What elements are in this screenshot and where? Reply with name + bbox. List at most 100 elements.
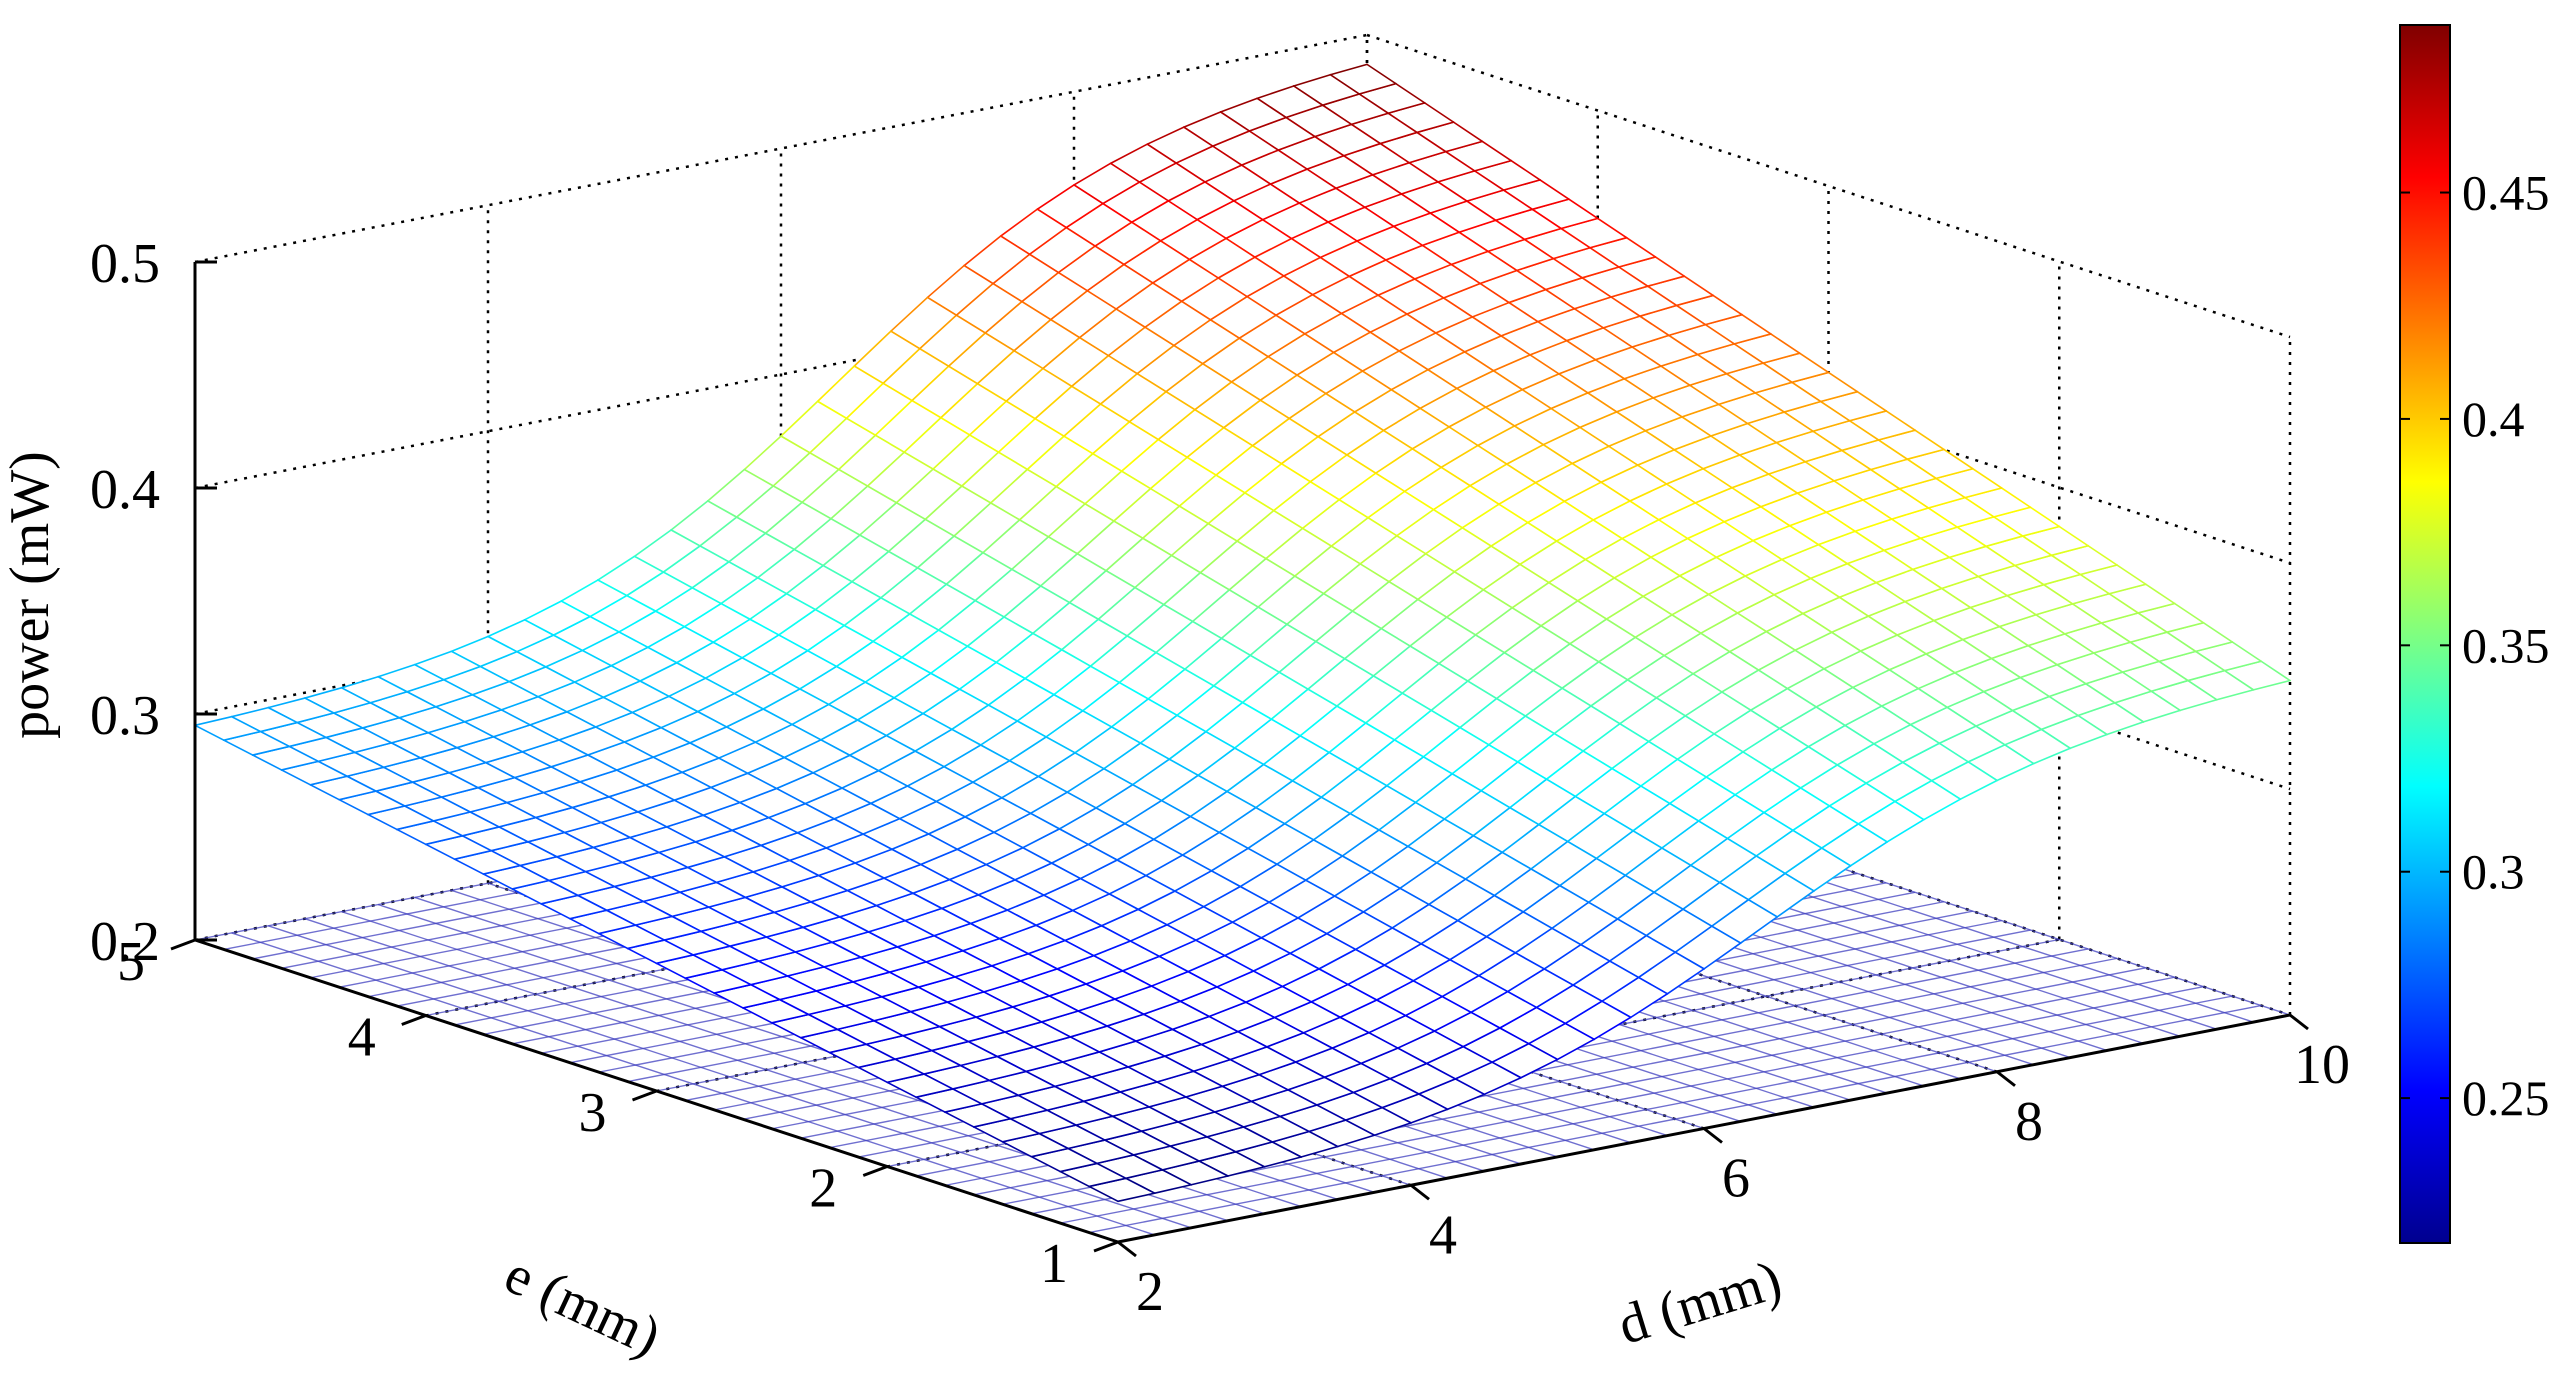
surface-mesh-line <box>1613 556 1652 579</box>
surface-mesh-line <box>1586 378 1626 394</box>
surface-mesh-line <box>696 710 728 728</box>
surface-mesh-line <box>1752 539 1783 561</box>
surface-face <box>1378 802 1445 847</box>
surface-face <box>1184 638 1251 686</box>
surface-mesh-line <box>1321 104 1353 126</box>
surface-face <box>634 530 700 573</box>
surface-mesh-line <box>780 435 811 454</box>
surface-mesh-line <box>598 924 637 935</box>
surface-mesh-line <box>2129 631 2168 644</box>
surface-mesh-line <box>1380 598 1419 630</box>
surface-face <box>972 760 1039 798</box>
surface-face <box>689 726 756 759</box>
surface-mesh-line <box>1280 435 1319 465</box>
surface-face <box>1428 879 1495 921</box>
surface-mesh-line <box>1836 743 1875 766</box>
surface-mesh-line <box>1200 1043 1231 1061</box>
surface-mesh-line <box>490 841 529 852</box>
surface-mesh-line <box>1967 744 2006 763</box>
surface-mesh-line <box>1103 1139 1135 1156</box>
surface-face <box>927 265 993 316</box>
surface-mesh-line <box>1388 552 1427 583</box>
surface-mesh-line <box>608 784 647 798</box>
surface-mesh <box>194 63 2291 1203</box>
surface-mesh-line <box>1520 1058 1559 1079</box>
surface-mesh-line <box>929 645 969 675</box>
surface-mesh-line <box>1275 293 1314 317</box>
surface-mesh-line <box>584 870 616 888</box>
surface-mesh-line <box>1568 198 1599 220</box>
surface-mesh-line <box>1055 452 1094 488</box>
surface-mesh-line <box>927 816 966 835</box>
surface-mesh-line <box>1268 879 1307 904</box>
surface-mesh-line <box>1511 581 1550 609</box>
surface-face <box>1187 427 1253 476</box>
surface-mesh-line <box>1807 724 1846 748</box>
surface-mesh-line <box>663 939 694 956</box>
surface-mesh-line <box>841 769 880 789</box>
surface-mesh-line <box>1971 467 2003 489</box>
surface-face <box>904 417 970 470</box>
surface-face <box>1392 904 1458 944</box>
surface-mesh-line <box>2158 650 2197 663</box>
surface-mesh-line <box>1227 1165 1266 1177</box>
surface-face <box>1603 316 1669 347</box>
surface-mesh-line <box>830 517 861 536</box>
surface-mesh-line <box>1199 540 1238 574</box>
surface-face <box>1119 652 1185 699</box>
surface-face <box>1323 563 1389 612</box>
surface-face <box>1269 880 1335 918</box>
surface-face <box>1509 779 1576 825</box>
surface-mesh-line <box>975 1006 1014 1018</box>
surface-mesh-line <box>1689 864 1721 884</box>
surface-mesh-line <box>1392 212 1431 228</box>
surface-mesh-line <box>809 889 849 903</box>
surface-mesh-line <box>717 757 749 775</box>
surface-face <box>1365 693 1432 740</box>
surface-mesh-line <box>1019 968 1058 982</box>
surface-mesh-line <box>519 855 558 867</box>
surface-mesh-line <box>880 567 919 599</box>
surface-mesh-line <box>565 696 605 713</box>
surface-face <box>1283 257 1350 295</box>
surface-mesh-line <box>1410 1108 1449 1124</box>
surface-mesh-line <box>1584 537 1623 561</box>
surface-mesh-line <box>1409 616 1448 647</box>
surface-mesh-line <box>972 1126 1004 1143</box>
surface-mesh-line <box>1352 1077 1391 1094</box>
surface-mesh-line <box>1008 759 1040 778</box>
surface-face <box>1855 519 1921 551</box>
surface-mesh-line <box>684 969 723 979</box>
surface-mesh-line <box>1021 828 1061 849</box>
surface-mesh-line <box>1437 181 1468 202</box>
surface-face <box>1325 371 1392 412</box>
surface-mesh-line <box>1148 1106 1179 1123</box>
surface-mesh-line <box>1152 838 1184 856</box>
surface-mesh-line <box>977 879 1016 896</box>
surface-face <box>1117 839 1183 876</box>
surface-face <box>1156 621 1222 670</box>
surface-mesh-line <box>1736 593 1775 614</box>
surface-face <box>778 609 845 651</box>
surface-mesh-line <box>1064 939 1095 957</box>
surface-mesh-line <box>1399 887 1430 906</box>
surface-mesh-line <box>1883 549 1914 571</box>
surface-mesh-line <box>1461 503 1500 529</box>
surface-mesh-line <box>1086 289 1117 310</box>
surface-face <box>1145 855 1212 892</box>
surface-face <box>1700 613 1767 652</box>
surface-face <box>2080 565 2146 594</box>
surface-mesh-line <box>1607 445 1639 466</box>
surface-face <box>1137 345 1203 392</box>
surface-mesh-line <box>629 826 668 839</box>
surface-mesh-line <box>1600 481 1631 502</box>
surface-mesh-line <box>1403 466 1442 493</box>
surface-mesh-line <box>873 1019 904 1037</box>
surface-face <box>1133 1146 1199 1170</box>
surface-mesh-line <box>1113 985 1153 1000</box>
surface-mesh-line <box>1894 779 1933 803</box>
surface-mesh-line <box>886 1073 925 1084</box>
surface-face <box>1619 697 1686 742</box>
surface-mesh-line <box>775 787 807 805</box>
surface-mesh-line <box>544 666 576 683</box>
